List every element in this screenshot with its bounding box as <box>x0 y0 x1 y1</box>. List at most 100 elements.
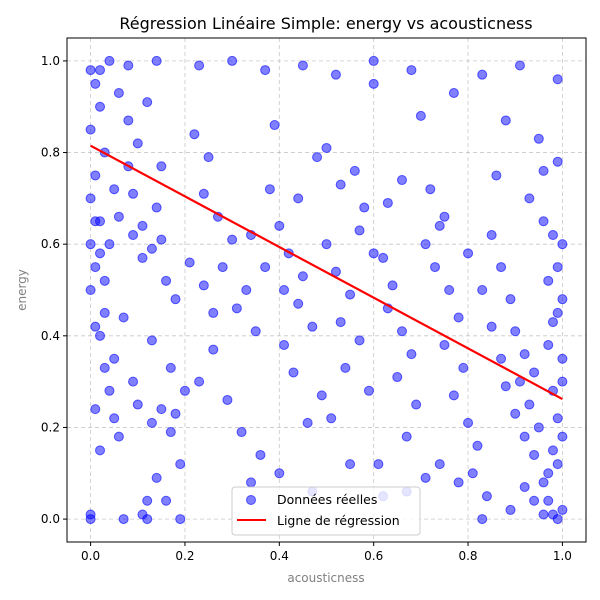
data-point <box>109 353 120 364</box>
data-point <box>453 312 464 323</box>
x-tick-label: 0.8 <box>458 549 477 563</box>
x-tick-label: 0.0 <box>81 549 100 563</box>
data-point <box>387 280 398 291</box>
data-point <box>113 431 124 442</box>
data-point <box>500 115 511 126</box>
data-point <box>463 417 474 428</box>
data-point <box>533 422 544 433</box>
data-point <box>274 468 285 479</box>
data-point <box>198 188 209 199</box>
data-point <box>529 495 540 506</box>
data-point <box>255 449 266 460</box>
y-axis-label: energy <box>15 269 29 311</box>
data-point <box>425 184 436 195</box>
x-axis-label: acousticness <box>287 571 364 585</box>
data-point <box>99 307 110 318</box>
legend: Données réelles Ligne de régression <box>231 486 421 536</box>
y-tick-label: 0.0 <box>41 512 60 526</box>
data-point <box>378 252 389 263</box>
data-point <box>269 120 280 131</box>
data-point <box>85 514 96 525</box>
data-point <box>538 216 549 227</box>
data-point <box>368 55 379 66</box>
data-point <box>491 170 502 181</box>
data-point <box>519 482 530 493</box>
data-point <box>420 472 431 483</box>
data-point <box>170 408 181 419</box>
data-point <box>552 262 563 273</box>
data-point <box>481 491 492 502</box>
data-point <box>543 275 554 286</box>
data-point <box>552 156 563 167</box>
data-point <box>557 294 568 305</box>
chart-title: Régression Linéaire Simple: energy vs ac… <box>119 14 532 33</box>
data-point <box>90 404 101 415</box>
data-point <box>161 275 172 286</box>
x-tick-label: 1.0 <box>553 549 572 563</box>
regression-line <box>90 144 563 401</box>
data-point <box>165 362 176 373</box>
data-point <box>321 239 332 250</box>
data-points <box>85 55 568 525</box>
data-point <box>99 362 110 373</box>
data-point <box>90 216 101 227</box>
data-point <box>538 165 549 176</box>
data-point <box>543 339 554 350</box>
data-point <box>420 239 431 250</box>
data-point <box>340 362 351 373</box>
data-point <box>557 431 568 442</box>
data-point <box>354 225 365 236</box>
data-point <box>95 330 106 341</box>
data-point <box>146 335 157 346</box>
data-point <box>95 65 106 76</box>
data-point <box>241 285 252 295</box>
data-point <box>151 472 162 483</box>
legend-box <box>231 486 421 536</box>
y-tick-label: 0.2 <box>41 420 60 434</box>
data-point <box>194 376 205 387</box>
plot-frame <box>66 37 587 543</box>
data-point <box>208 307 219 318</box>
data-point <box>401 431 412 442</box>
data-point <box>543 468 554 479</box>
data-point <box>175 459 186 470</box>
data-point <box>137 252 148 263</box>
data-point <box>463 248 474 259</box>
data-point <box>85 285 96 295</box>
data-point <box>505 294 516 305</box>
data-point <box>321 142 332 153</box>
x-tick-label: 0.6 <box>364 549 383 563</box>
data-point <box>297 60 308 71</box>
data-point <box>345 289 356 300</box>
data-point <box>274 220 285 231</box>
data-point <box>557 353 568 364</box>
data-point <box>99 275 110 286</box>
data-point <box>288 367 299 378</box>
data-point <box>113 211 124 222</box>
data-point <box>529 449 540 460</box>
data-point <box>547 445 558 456</box>
data-point <box>85 239 96 250</box>
data-point <box>95 248 106 259</box>
data-point <box>529 367 540 378</box>
data-point <box>128 230 139 241</box>
data-point <box>368 248 379 259</box>
data-point <box>142 514 153 525</box>
x-tick-label: 0.4 <box>270 549 289 563</box>
data-point <box>373 459 384 470</box>
data-point <box>118 514 129 525</box>
data-point <box>109 413 120 424</box>
data-point <box>472 440 483 451</box>
data-point <box>227 234 238 245</box>
data-point <box>179 385 190 396</box>
data-point <box>156 404 167 415</box>
y-axis: 0.0 0.2 0.4 0.6 0.8 1.0 <box>41 54 67 526</box>
data-point <box>496 353 507 364</box>
data-point <box>557 239 568 250</box>
data-point <box>552 74 563 85</box>
y-tick-label: 1.0 <box>41 54 60 68</box>
data-point <box>500 381 511 392</box>
data-point <box>90 321 101 332</box>
legend-marker-scatter <box>246 495 256 505</box>
